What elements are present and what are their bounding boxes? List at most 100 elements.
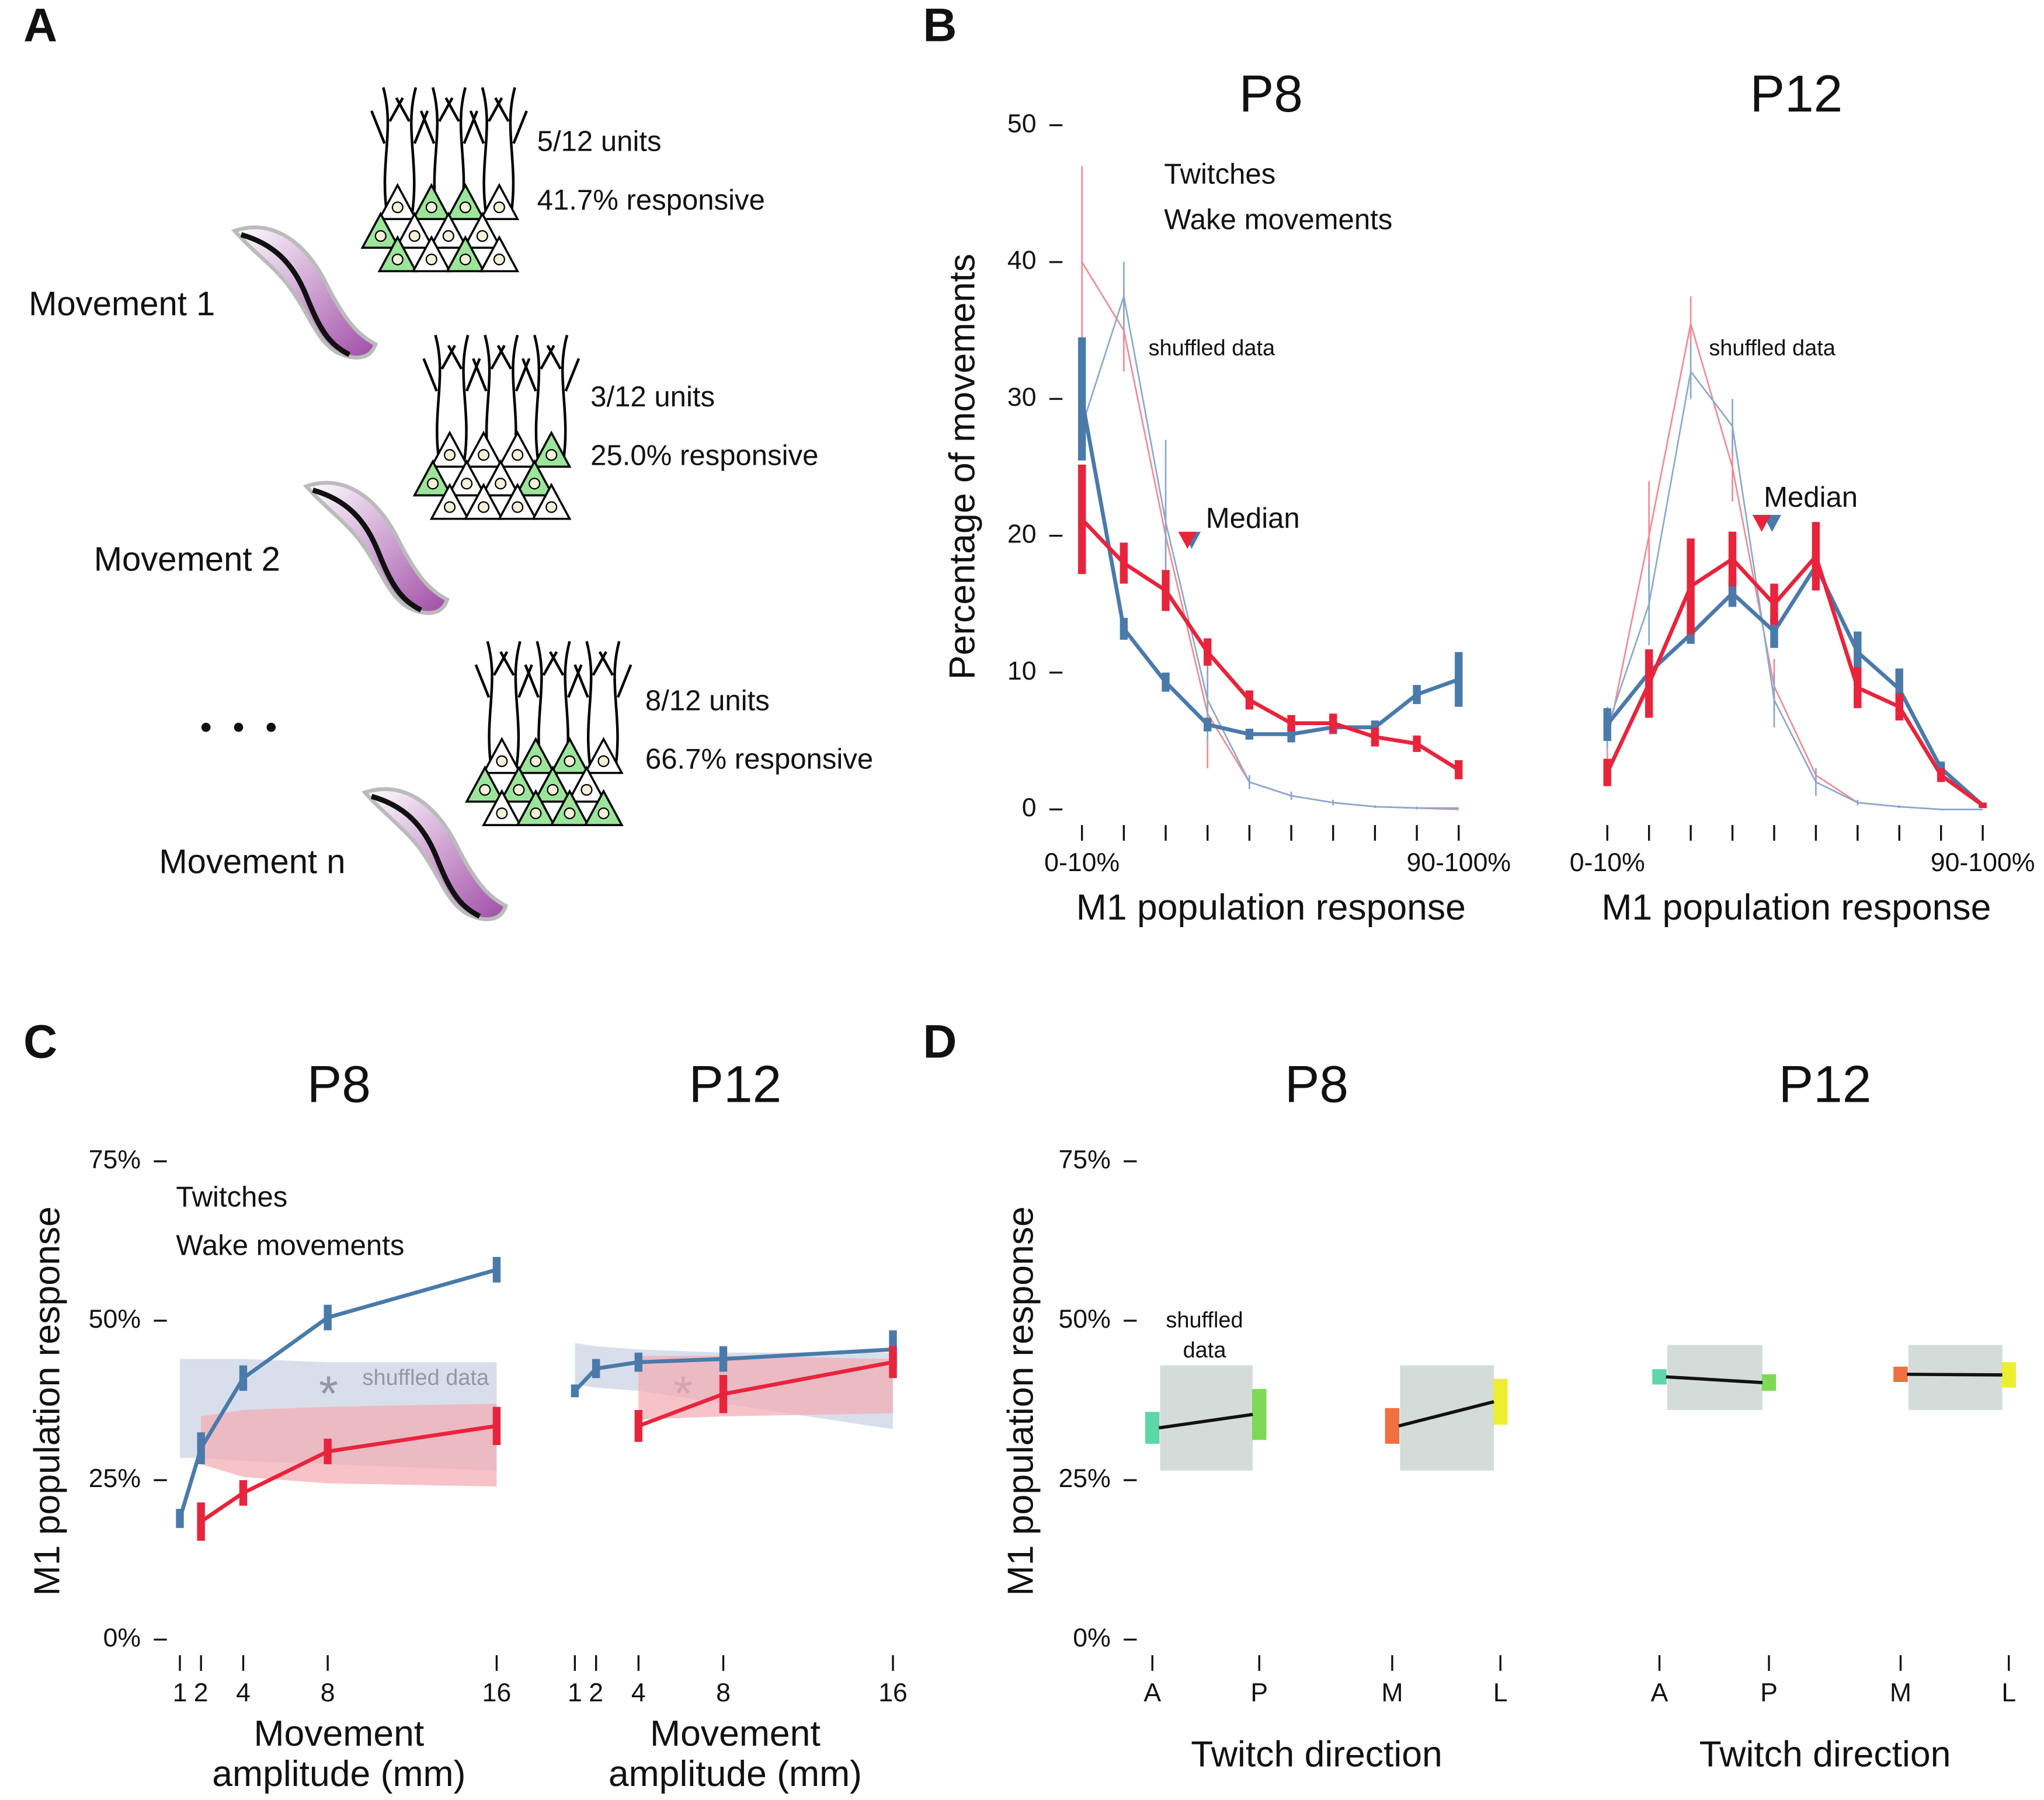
soma-dot — [529, 478, 541, 490]
soma-dot — [478, 449, 490, 461]
panel-label: D — [923, 1016, 957, 1068]
chart-title: P8 — [307, 1055, 371, 1113]
y-tick-label: 20 — [1007, 520, 1037, 548]
soma-dot — [461, 478, 473, 490]
y-tick-label: 30 — [1007, 383, 1037, 412]
y-tick-label: 50 — [1007, 109, 1037, 138]
movement-label: Movement 2 — [94, 541, 280, 579]
pair-line — [1398, 1400, 1494, 1428]
panel-label: C — [23, 1016, 57, 1068]
soma-dot — [425, 201, 437, 214]
soma-dot — [547, 784, 559, 796]
unit-count: 5/12 units — [537, 126, 662, 158]
soma-dot — [496, 755, 508, 767]
dendrite — [494, 87, 528, 215]
x-tick-label: A — [1651, 1679, 1668, 1707]
finger — [303, 481, 450, 615]
y-tick-label: 75% — [1058, 1146, 1110, 1174]
finger-edge — [312, 488, 423, 612]
y-tick-label: 25% — [89, 1464, 141, 1493]
soma-dot — [374, 230, 387, 242]
x-axis-label: amplitude (mm) — [212, 1753, 465, 1794]
annotation: Median — [1764, 482, 1858, 513]
y-tick-label: 0% — [1073, 1624, 1111, 1652]
soma-dot — [530, 755, 542, 767]
y-axis-label: Percentage of movements — [941, 254, 982, 680]
x-axis-label: M1 population response — [1076, 887, 1466, 928]
x-tick-label: 1 — [173, 1679, 187, 1707]
soma-dot — [597, 807, 610, 820]
x-axis-label: M1 population response — [1601, 887, 1991, 928]
soma-dot — [545, 501, 558, 513]
y-tick-label: 10 — [1007, 657, 1037, 685]
annotation: shuffled data — [1709, 336, 1836, 360]
x-tick-label: 2 — [589, 1679, 603, 1707]
dendrite — [546, 335, 580, 463]
soma-dot — [408, 230, 420, 242]
x-axis-label: amplitude (mm) — [609, 1753, 862, 1794]
soma-dot — [496, 807, 508, 820]
soma-dot — [479, 784, 491, 796]
annotation: shuffled data — [1149, 336, 1275, 360]
shuffled-range — [1908, 1345, 2003, 1411]
series-line — [1081, 295, 1459, 809]
soma-dot — [545, 449, 558, 461]
neuron-cluster — [412, 335, 580, 520]
legend-entry: Twitches — [176, 1182, 287, 1213]
ellipsis-dot — [234, 722, 244, 732]
finger-edge — [370, 793, 481, 919]
x-tick-label: 90-100% — [1931, 848, 2035, 877]
unit-count: 8/12 units — [645, 685, 770, 716]
x-tick-label: 16 — [878, 1679, 908, 1707]
x-tick-label: L — [1493, 1679, 1508, 1707]
y-tick-label: 75% — [89, 1146, 141, 1174]
x-tick-label: P — [1250, 1679, 1268, 1707]
soma-dot — [495, 478, 507, 490]
soma-dot — [513, 784, 525, 796]
finger — [231, 225, 378, 360]
dendrite — [573, 640, 607, 770]
series-line — [1606, 371, 1983, 810]
x-tick-label: 4 — [631, 1679, 646, 1707]
chart-title: P12 — [1779, 1055, 1872, 1113]
x-tick-label: 16 — [482, 1679, 512, 1707]
x-tick-label: 90-100% — [1406, 848, 1511, 877]
annotation: Median — [1206, 503, 1300, 534]
soma-dot — [425, 253, 437, 266]
dendrite — [395, 87, 429, 215]
series-line — [1080, 518, 1460, 772]
dendrite — [499, 640, 533, 770]
y-axis-label: M1 population response — [26, 1206, 67, 1596]
legend-entry: Twitches — [1164, 159, 1275, 190]
soma-dot — [512, 449, 524, 461]
annotation: data — [1183, 1338, 1227, 1363]
dendrite — [474, 640, 509, 770]
x-axis-label: Movement — [253, 1713, 424, 1754]
series-line — [200, 1424, 497, 1523]
dendrite — [598, 640, 632, 770]
median-marker — [1752, 514, 1771, 532]
soma-dot — [459, 201, 471, 214]
soma-dot — [391, 201, 404, 214]
shuffled-range — [1400, 1365, 1494, 1471]
ellipsis-dot — [266, 722, 276, 732]
finger-edge — [240, 232, 351, 357]
x-axis-label: Twitch direction — [1699, 1734, 1951, 1775]
soma-dot — [530, 807, 542, 820]
soma-dot — [493, 201, 505, 214]
dendrite — [370, 87, 404, 215]
unit-count: 3/12 units — [590, 381, 715, 413]
shuffled-band — [201, 1404, 497, 1487]
x-tick-label: M — [1890, 1679, 1911, 1707]
movement-label: Movement n — [159, 842, 345, 880]
soma-dot — [493, 253, 505, 266]
responsive-text: 41.7% responsive — [537, 184, 765, 216]
soma-dot — [444, 501, 456, 513]
movement-label: Movement 1 — [29, 285, 215, 323]
x-tick-label: 2 — [194, 1679, 208, 1707]
y-tick-label: 40 — [1007, 246, 1037, 275]
soma-dot — [476, 230, 488, 242]
soma-dot — [564, 755, 576, 767]
x-tick-label: 4 — [236, 1679, 251, 1707]
